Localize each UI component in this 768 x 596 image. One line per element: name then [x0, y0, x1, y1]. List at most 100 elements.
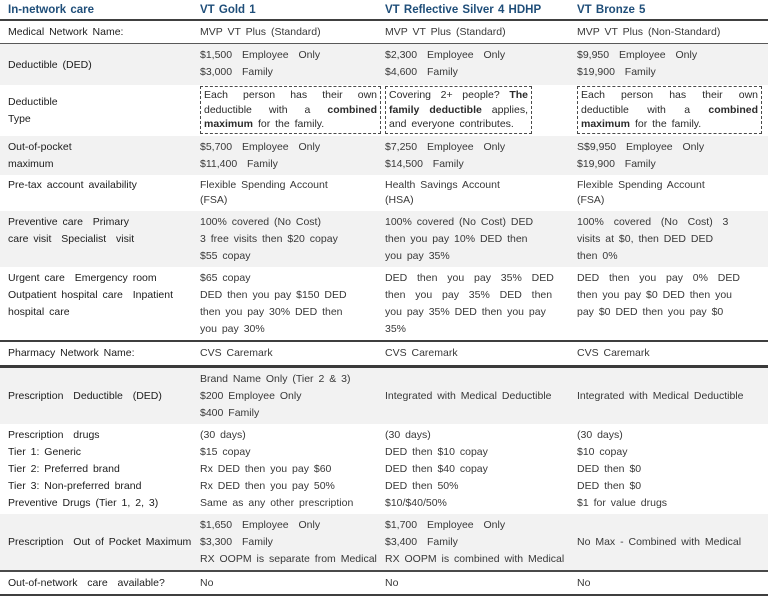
- cell-line: DED then you pay $150 DED: [200, 288, 347, 301]
- cell-line: RX OOPM is combined with Medical: [385, 552, 565, 565]
- label-line: Urgent care Emergency room: [8, 271, 157, 284]
- cell-line: (30 days): [200, 428, 246, 441]
- cell-silver: (30 days) DED then $10 copay DED then $40 …: [384, 424, 576, 514]
- table-row-urgent: Urgent care Emergency room Outpatient hos…: [0, 267, 768, 342]
- header-plan-bronze: VT Bronze 5: [577, 4, 646, 16]
- cell-line: DED then $10 copay: [385, 445, 488, 458]
- cell-silver: DED then you pay 35% DED then you pay 35%…: [384, 267, 576, 340]
- cell-silver: No: [384, 572, 576, 594]
- cell-line: (30 days): [577, 428, 623, 441]
- cell-line: Brand Name Only (Tier 2 & 3): [200, 372, 351, 385]
- cell-silver: Covering 2+ people? The family deductibl…: [384, 85, 576, 136]
- cell-line: (FSA): [200, 193, 228, 206]
- cell-line: $10/$40/50%: [385, 496, 447, 509]
- label-line: Out-of-pocket: [8, 140, 72, 153]
- cell-line: (FSA): [577, 193, 605, 206]
- cell-line: Flexible Spending Account: [200, 178, 328, 191]
- cell-line: (HSA): [385, 193, 414, 206]
- cell-line: No: [200, 576, 214, 589]
- cell-gold: $65 copay DED then you pay $150 DED then y…: [198, 267, 384, 340]
- cell-gold: MVP VT Plus (Standard): [198, 21, 384, 43]
- cell-gold: $1,500 Employee Only $3,000 Family: [198, 44, 384, 85]
- cell-line: $1 for value drugs: [577, 496, 668, 509]
- cell-bronze: DED then you pay 0% DED then you pay $0 D…: [576, 267, 768, 340]
- cell-line: $19,900 Family: [577, 66, 656, 78]
- table-row-deductible: Deductible (DED) $1,500 Employee Only $3,0…: [0, 44, 768, 85]
- cell-line: $1,700 Employee Only: [385, 518, 506, 531]
- cell-line: Rx DED then you pay 50%: [200, 479, 335, 492]
- cell-line: Rx DED then you pay $60: [200, 462, 332, 475]
- cell-line: then you pay 10% DED then: [385, 232, 528, 245]
- table-header-row: In-network care VT Gold 1 VT Reflective …: [0, 0, 768, 21]
- cell-line: you pay 30%: [200, 322, 265, 335]
- table-row-rx-oop: Prescription Out of Pocket Maximum $1,650…: [0, 513, 768, 572]
- label-line: maximum: [8, 157, 54, 170]
- cell-bronze: Each person has their own deductible wit…: [576, 85, 768, 136]
- cell-silver: Integrated with Medical Deductible: [384, 368, 576, 424]
- cell-line: Integrated with Medical Deductible: [385, 389, 552, 402]
- note-text: combined maximum: [581, 103, 758, 131]
- cell-line: 100% covered (No Cost) DED: [385, 215, 534, 228]
- label-line: Deductible (DED): [8, 58, 92, 71]
- cell-line: 3 free visits then $20 copay: [200, 232, 338, 245]
- cell-gold: Flexible Spending Account (FSA): [198, 175, 384, 211]
- cell-silver: MVP VT Plus (Standard): [384, 21, 576, 43]
- table-row-oon: Out-of-network care available? No No No: [0, 572, 768, 596]
- cell-bronze: Integrated with Medical Deductible: [576, 368, 768, 424]
- cell-line: $7,250 Employee Only: [385, 140, 506, 153]
- cell-line: $4,600 Family: [385, 66, 458, 78]
- label-line: Medical Network Name:: [8, 26, 124, 38]
- cell-line: $2,300 Employee Only: [385, 49, 506, 61]
- cell-gold: Each person has their own deductible wit…: [198, 85, 384, 136]
- cell-gold: $1,650 Employee Only $3,300 Family RX OOPM…: [198, 514, 384, 570]
- note-text: combined maximum: [204, 103, 377, 131]
- cell-gold: CVS Caremark: [198, 342, 384, 365]
- table-row-pharmacy: Pharmacy Network Name: CVS Caremark CVS Ca…: [0, 342, 768, 368]
- label-line: Prescription Out of Pocket Maximum: [8, 535, 192, 548]
- cell-line: $400 Family: [200, 406, 260, 419]
- row-label: Preventive care Primary care visit Specia…: [0, 211, 198, 267]
- deductible-type-note: Covering 2+ people? The family deductibl…: [385, 86, 532, 134]
- cell-bronze: Flexible Spending Account (FSA): [576, 175, 768, 211]
- cell-line: MVP VT Plus (Non-Standard): [577, 26, 721, 38]
- cell-bronze: S$9,950 Employee Only $19,900 Family: [576, 136, 768, 175]
- cell-line: $15 copay: [200, 445, 251, 458]
- row-label: Pharmacy Network Name:: [0, 342, 198, 365]
- note-text: for the family.: [253, 118, 325, 130]
- row-label: Deductible Type: [0, 85, 198, 136]
- cell-line: No: [385, 576, 399, 589]
- row-label: Deductible (DED): [0, 44, 198, 85]
- cell-line: then you pay 35% DED then: [385, 288, 553, 301]
- cell-silver: $7,250 Employee Only $14,500 Family: [384, 136, 576, 175]
- cell-line: $5,700 Employee Only: [200, 140, 321, 153]
- cell-line: 35%: [385, 322, 407, 335]
- label-line: Prescription Deductible (DED): [8, 389, 162, 402]
- cell-gold: Brand Name Only (Tier 2 & 3) $200 Employe…: [198, 368, 384, 424]
- cell-line: Health Savings Account: [385, 178, 500, 191]
- header-plan-gold: VT Gold 1: [200, 4, 256, 16]
- table-row-pretax: Pre-tax account availability Flexible Spe…: [0, 175, 768, 211]
- table-row-rx-drugs: Prescription drugs Tier 1: Generic Tier 2:…: [0, 424, 768, 514]
- table-row-oop-max: Out-of-pocket maximum $5,700 Employee Only…: [0, 135, 768, 175]
- cell-gold: (30 days) $15 copay Rx DED then you pay $6…: [198, 424, 384, 514]
- cell-line: No Max - Combined with Medical: [577, 535, 742, 548]
- label-line: Tier 1: Generic: [8, 445, 82, 458]
- cell-line: CVS Caremark: [385, 347, 458, 359]
- cell-silver: 100% covered (No Cost) DED then you pay 1…: [384, 211, 576, 267]
- header-plan-silver: VT Reflective Silver 4 HDHP: [385, 4, 542, 16]
- cell-bronze: No: [576, 572, 768, 594]
- row-label: Prescription Out of Pocket Maximum: [0, 514, 198, 570]
- cell-line: No: [577, 576, 591, 589]
- label-line: Prescription drugs: [8, 428, 100, 441]
- cell-gold: 100% covered (No Cost) 3 free visits then…: [198, 211, 384, 267]
- cell-bronze: MVP VT Plus (Non-Standard): [576, 21, 768, 43]
- cell-line: DED then $40 copay: [385, 462, 488, 475]
- cell-line: DED then $0: [577, 462, 642, 475]
- cell-line: DED then 50%: [385, 479, 459, 492]
- table-row-preventive: Preventive care Primary care visit Specia…: [0, 210, 768, 267]
- header-in-network-care: In-network care: [8, 4, 94, 16]
- cell-bronze: (30 days) $10 copay DED then $0 DED then $0…: [576, 424, 768, 514]
- cell-bronze: 100% covered (No Cost) 3 visits at $0, th…: [576, 211, 768, 267]
- cell-silver: $1,700 Employee Only $3,400 Family RX OOPM…: [384, 514, 576, 570]
